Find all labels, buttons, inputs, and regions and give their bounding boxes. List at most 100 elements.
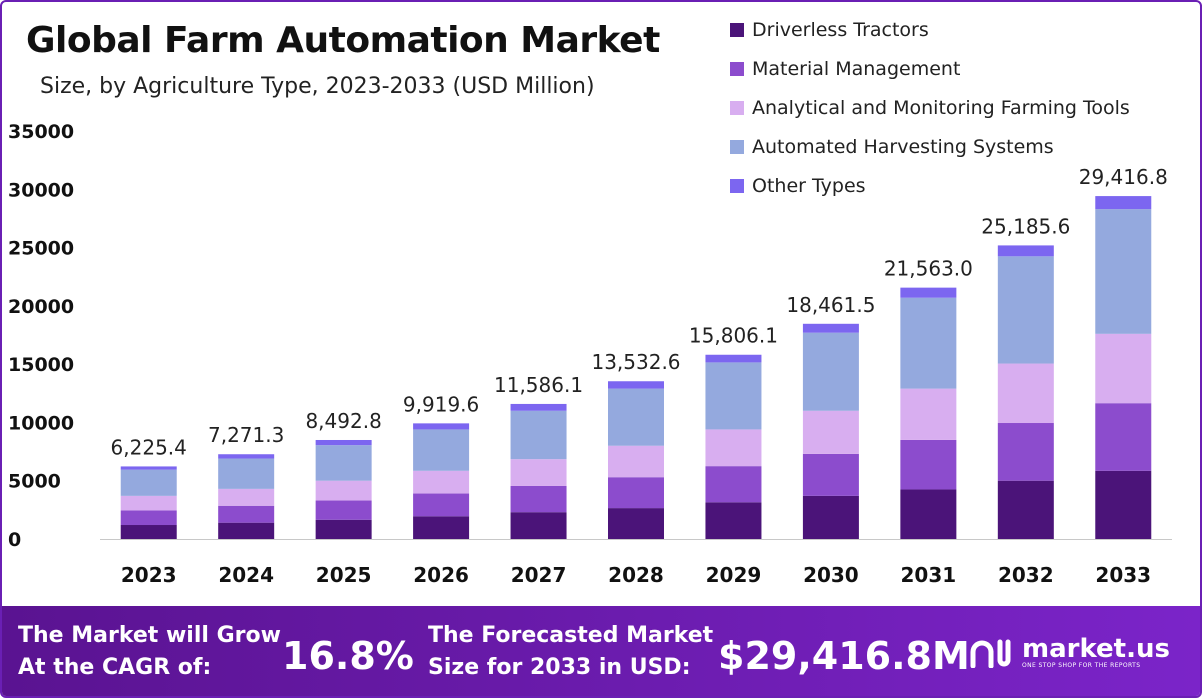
bar-segment-2033-series-2	[1095, 333, 1152, 404]
forecast-value: $29,416.8M	[718, 634, 970, 678]
y-tick-label: 15000	[8, 354, 74, 376]
bar-segment-2033-series-4	[1095, 196, 1152, 210]
forecast-label-line1: The Forecasted Market	[428, 623, 714, 648]
bar-segment-2026-series-0	[413, 516, 470, 539]
bar-segment-2029-series-0	[705, 502, 762, 539]
brand-logo: market.us ONE STOP SHOP FOR THE REPORTS	[970, 636, 1170, 670]
bar-segment-2027-series-4	[510, 403, 567, 411]
cagr-value: 16.8%	[282, 634, 414, 678]
cagr-label-line1: The Market will Grow	[18, 623, 281, 648]
bar-segment-2032-series-3	[997, 256, 1054, 364]
legend-label-analytical-monitoring: Analytical and Monitoring Farming Tools	[752, 96, 1130, 119]
bar-segment-2027-series-1	[510, 485, 567, 513]
bar-segment-2025-series-4	[315, 439, 372, 446]
total-label-2027: 11,586.1	[494, 373, 583, 397]
y-tick-label: 30000	[8, 179, 74, 201]
total-label-2028: 13,532.6	[591, 350, 680, 374]
bar-segment-2029-series-1	[705, 466, 762, 503]
bar-segment-2026-series-2	[413, 470, 470, 494]
chart-title: Global Farm Automation Market	[26, 20, 660, 61]
bar-segment-2025-series-0	[315, 519, 372, 539]
legend-item-other-types: Other Types	[730, 166, 1130, 205]
bar-segment-2029-series-2	[705, 429, 762, 467]
bar-segment-2023-series-3	[120, 469, 177, 496]
legend-item-analytical-monitoring: Analytical and Monitoring Farming Tools	[730, 88, 1130, 127]
forecast-label-line2: Size for 2033 in USD:	[428, 655, 691, 680]
bar-segment-2024-series-2	[218, 488, 275, 506]
total-label-2029: 15,806.1	[689, 324, 778, 348]
bar-segment-2027-series-3	[510, 410, 567, 460]
bar-segment-2028-series-3	[608, 388, 664, 446]
bar-segment-2023-series-0	[120, 525, 177, 539]
bar-segment-2025-series-1	[315, 500, 372, 520]
brand-tagline: ONE STOP SHOP FOR THE REPORTS	[1022, 662, 1141, 669]
bar-segment-2032-series-4	[997, 245, 1054, 257]
bar-segment-2028-series-2	[608, 445, 664, 478]
bar-segment-2029-series-3	[705, 362, 762, 430]
bar-segment-2028-series-0	[608, 508, 664, 539]
x-tick-label-2030: 2030	[803, 563, 859, 587]
bar-segment-2024-series-4	[218, 454, 275, 459]
bar-segment-2026-series-3	[413, 429, 470, 471]
total-label-2023: 6,225.4	[111, 435, 187, 459]
total-label-2033: 29,416.8	[1079, 165, 1168, 189]
legend-swatch-analytical-monitoring	[730, 100, 744, 115]
bar-segment-2031-series-3	[900, 297, 957, 389]
bar-segment-2033-series-0	[1095, 470, 1152, 539]
x-tick-label-2027: 2027	[511, 563, 567, 587]
y-tick-label: 20000	[8, 296, 74, 318]
x-tick-label-2023: 2023	[121, 563, 177, 587]
x-tick-label-2025: 2025	[316, 563, 372, 587]
bar-segment-2027-series-2	[510, 459, 567, 486]
bar-segment-2031-series-1	[900, 439, 957, 490]
bar-segment-2033-series-1	[1095, 403, 1152, 471]
x-tick-label-2026: 2026	[413, 563, 469, 587]
cagr-label-line2: At the CAGR of:	[18, 655, 212, 680]
bar-segment-2024-series-0	[218, 522, 275, 539]
y-tick-label: 25000	[8, 238, 74, 260]
y-tick-label: 10000	[8, 412, 74, 434]
bar-segment-2023-series-1	[120, 510, 177, 526]
summary-footer: The Market will Grow At the CAGR of: 16.…	[2, 606, 1200, 696]
chart-subtitle: Size, by Agriculture Type, 2023-2033 (US…	[40, 74, 595, 99]
market-us-logo-icon	[970, 639, 1011, 668]
bar-segment-2029-series-4	[705, 354, 762, 363]
total-label-2026: 9,919.6	[403, 392, 479, 416]
bar-segment-2030-series-4	[802, 323, 859, 333]
bar-segment-2028-series-1	[608, 477, 664, 509]
y-tick-label: 35000	[8, 121, 74, 143]
legend-swatch-automated-harvesting	[730, 139, 744, 154]
legend-label-driverless-tractors: Driverless Tractors	[752, 18, 929, 41]
legend-label-material-management: Material Management	[752, 57, 961, 80]
y-tick-label: 5000	[8, 471, 61, 493]
total-label-2024: 7,271.3	[208, 423, 284, 447]
legend-swatch-other-types	[730, 178, 744, 193]
legend-label-automated-harvesting: Automated Harvesting Systems	[752, 135, 1054, 158]
total-label-2031: 21,563.0	[884, 257, 973, 281]
x-tick-label-2032: 2032	[998, 563, 1054, 587]
brand-name: market.us	[1022, 634, 1170, 664]
total-label-2032: 25,185.6	[981, 214, 1070, 238]
x-tick-label-2028: 2028	[608, 563, 664, 587]
bar-segment-2032-series-2	[997, 363, 1054, 424]
total-label-2025: 8,492.8	[305, 409, 381, 433]
legend-item-material-management: Material Management	[730, 49, 1130, 88]
legend-swatch-material-management	[730, 61, 744, 76]
legend-item-automated-harvesting: Automated Harvesting Systems	[730, 127, 1130, 166]
legend: Driverless Tractors Material Management …	[730, 10, 1130, 205]
x-tick-label-2024: 2024	[218, 563, 274, 587]
bar-segment-2031-series-2	[900, 388, 957, 440]
bar-segment-2026-series-4	[413, 423, 470, 430]
bar-segment-2033-series-3	[1095, 209, 1152, 334]
total-label-2030: 18,461.5	[786, 293, 875, 317]
x-tick-label-2033: 2033	[1095, 563, 1151, 587]
legend-label-other-types: Other Types	[752, 174, 866, 197]
y-tick-label: 0	[8, 529, 21, 551]
bar-segment-2032-series-1	[997, 423, 1054, 481]
legend-item-driverless-tractors: Driverless Tractors	[730, 10, 1130, 49]
bar-segment-2024-series-1	[218, 505, 275, 523]
bar-chart: 0 5000 10000 15000 20000 25000 30000 35000 6,225…	[8, 121, 1172, 587]
bar-segment-2031-series-0	[900, 489, 957, 539]
x-tick-label-2029: 2029	[706, 563, 762, 587]
